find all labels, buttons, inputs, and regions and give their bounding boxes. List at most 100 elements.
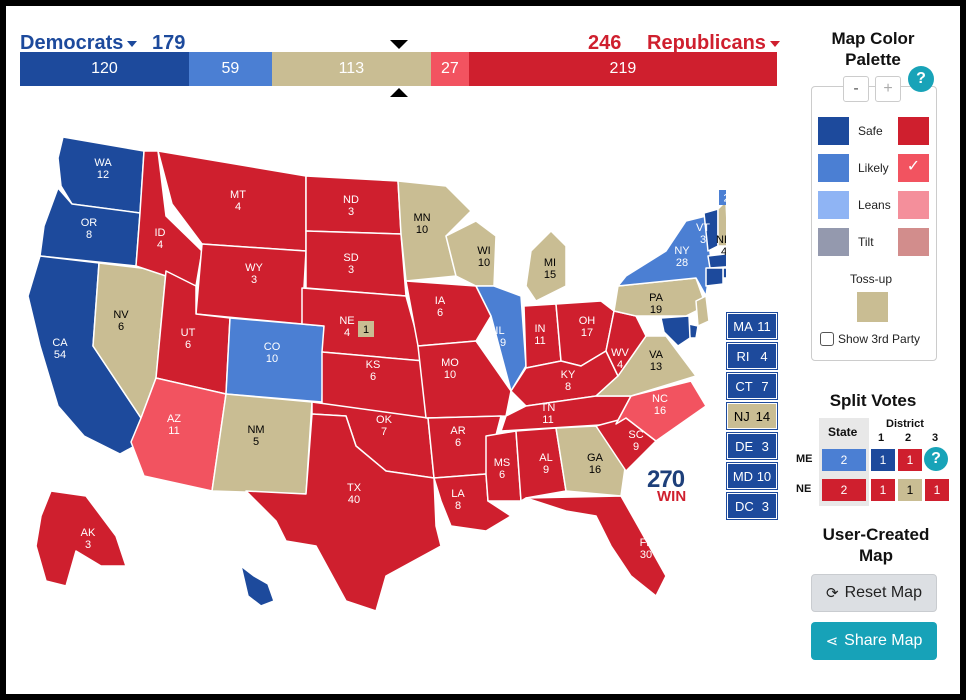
state-ak[interactable]	[35, 490, 127, 587]
caret-down-icon	[127, 40, 138, 47]
republicans-dropdown[interactable]: Republicans	[647, 32, 780, 55]
state-ct[interactable]	[705, 267, 724, 287]
swatch-likely_dem[interactable]	[818, 154, 849, 182]
palette-help-icon[interactable]: ?	[908, 66, 934, 92]
small-state-ri[interactable]: RI 4	[726, 342, 778, 370]
state-ia[interactable]	[405, 280, 492, 347]
small-state-dc[interactable]: DC 3	[726, 492, 778, 520]
palette-title: Map Color Palette	[831, 29, 915, 69]
district-num: 1	[878, 432, 885, 444]
state-ev-wy: 3	[251, 274, 257, 286]
split-votes-title: Split Votes	[829, 391, 917, 410]
state-ev-wi: 10	[478, 257, 490, 269]
split-cell-ne-0[interactable]: 2	[822, 479, 866, 501]
state-ev-in: 11	[534, 335, 545, 347]
state-ev-ga: 16	[589, 464, 601, 476]
swatch-safe_dem[interactable]	[818, 117, 849, 145]
state-ev-nv: 6	[118, 321, 124, 333]
state-label-ny: NY	[674, 245, 690, 257]
democrats-dropdown[interactable]: Democrats	[20, 32, 138, 55]
palette-panel	[811, 86, 937, 361]
share-label: Share Map	[844, 632, 923, 649]
state-label-la: LA	[451, 488, 465, 500]
state-ev-nc: 16	[654, 405, 666, 417]
check-icon: ✓	[906, 158, 921, 175]
state-ev-hi: 4	[237, 589, 243, 601]
small-state-md[interactable]: MD 10	[726, 462, 778, 490]
small-state-ev: 7	[761, 378, 769, 394]
state-ev-ok: 7	[381, 426, 387, 438]
swatch-leans_dem[interactable]	[818, 191, 849, 219]
state-nj[interactable]	[695, 295, 710, 327]
state-id[interactable]	[135, 150, 203, 287]
checkbox[interactable]	[820, 332, 834, 346]
majority-marker-bottom-icon	[390, 88, 408, 97]
state-ev-wa: 12	[97, 169, 109, 181]
state-label-al: AL	[539, 452, 552, 464]
state-hi[interactable]	[240, 565, 275, 607]
swatch-tilt_dem[interactable]	[818, 228, 849, 256]
state-label-mn: MN	[413, 212, 430, 224]
swatch-likely_rep[interactable]: ✓	[898, 154, 929, 182]
ne-district-box[interactable]	[358, 321, 374, 337]
state-label-wy: WY	[245, 262, 263, 274]
tossup-swatch[interactable]	[857, 292, 888, 322]
state-ma[interactable]	[707, 253, 726, 269]
me-district-1-box[interactable]	[719, 190, 726, 205]
state-mo[interactable]	[417, 340, 512, 419]
bar-segment-4: 219	[468, 52, 777, 86]
state-label-in: IN	[535, 323, 546, 335]
me-district-1-value: 2	[723, 193, 726, 205]
split-cell-me-2[interactable]: 1	[898, 449, 922, 471]
palette-row-label: Tilt	[858, 235, 874, 249]
state-ev-mt: 4	[235, 201, 241, 213]
state-mi[interactable]	[525, 230, 567, 302]
state-ev-ks: 6	[370, 371, 376, 383]
share-map-button[interactable]: ⋖ Share Map	[811, 622, 937, 660]
swatch-leans_rep[interactable]	[898, 191, 929, 219]
state-md[interactable]	[660, 315, 691, 347]
state-ev-al: 9	[543, 464, 549, 476]
split-cell-ne-3[interactable]: 1	[925, 479, 949, 501]
reset-map-button[interactable]: ⟳ Reset Map	[811, 574, 937, 612]
state-ev-sc: 9	[633, 441, 639, 453]
small-state-abbr: DE	[735, 438, 754, 454]
small-state-de[interactable]: DE 3	[726, 432, 778, 460]
rep-total: 246	[588, 32, 622, 54]
state-ev-ia: 6	[437, 307, 443, 319]
state-ev-co: 10	[266, 353, 278, 365]
split-cell-me-0[interactable]: 2	[822, 449, 866, 471]
small-state-ev: 3	[761, 498, 769, 514]
state-label-oh: OH	[579, 315, 596, 327]
swatch-safe_rep[interactable]	[898, 117, 929, 145]
state-label-ca: CA	[52, 337, 68, 349]
state-label-nc: NC	[652, 393, 668, 405]
palette-minus-button[interactable]: -	[843, 76, 869, 102]
state-ev-va: 13	[650, 361, 662, 373]
state-wv[interactable]	[605, 310, 647, 377]
small-state-ct[interactable]: CT 7	[726, 372, 778, 400]
swatch-tilt_rep[interactable]	[898, 228, 929, 256]
bar-segment-0: 120	[20, 52, 189, 86]
split-cell-ne-2[interactable]: 1	[898, 479, 922, 501]
state-nm[interactable]	[211, 393, 313, 495]
state-fl[interactable]	[525, 495, 667, 597]
state-ev-az: 11	[168, 425, 179, 437]
state-tx[interactable]	[245, 413, 442, 612]
split-help-icon[interactable]: ?	[924, 447, 948, 471]
state-ev-tx: 40	[348, 494, 360, 506]
split-cell-ne-1[interactable]: 1	[871, 479, 895, 501]
small-state-ma[interactable]: MA 11	[726, 312, 778, 340]
state-label-ok: OK	[376, 414, 393, 426]
bar-segment-2: 113	[271, 52, 431, 86]
split-cell-me-1[interactable]: 1	[871, 449, 895, 471]
electoral-vote-bar: 120 59 113 27 219	[20, 52, 777, 86]
state-label-nd: ND	[343, 194, 359, 206]
state-label-id: ID	[155, 227, 166, 239]
state-ms[interactable]	[485, 430, 522, 502]
palette-plus-button[interactable]: +	[875, 76, 901, 102]
third-party-toggle[interactable]: Show 3rd Party	[820, 332, 920, 346]
state-al[interactable]	[515, 427, 567, 502]
small-state-nj[interactable]: NJ 14	[726, 402, 778, 430]
split-row-state: NE	[796, 483, 812, 495]
